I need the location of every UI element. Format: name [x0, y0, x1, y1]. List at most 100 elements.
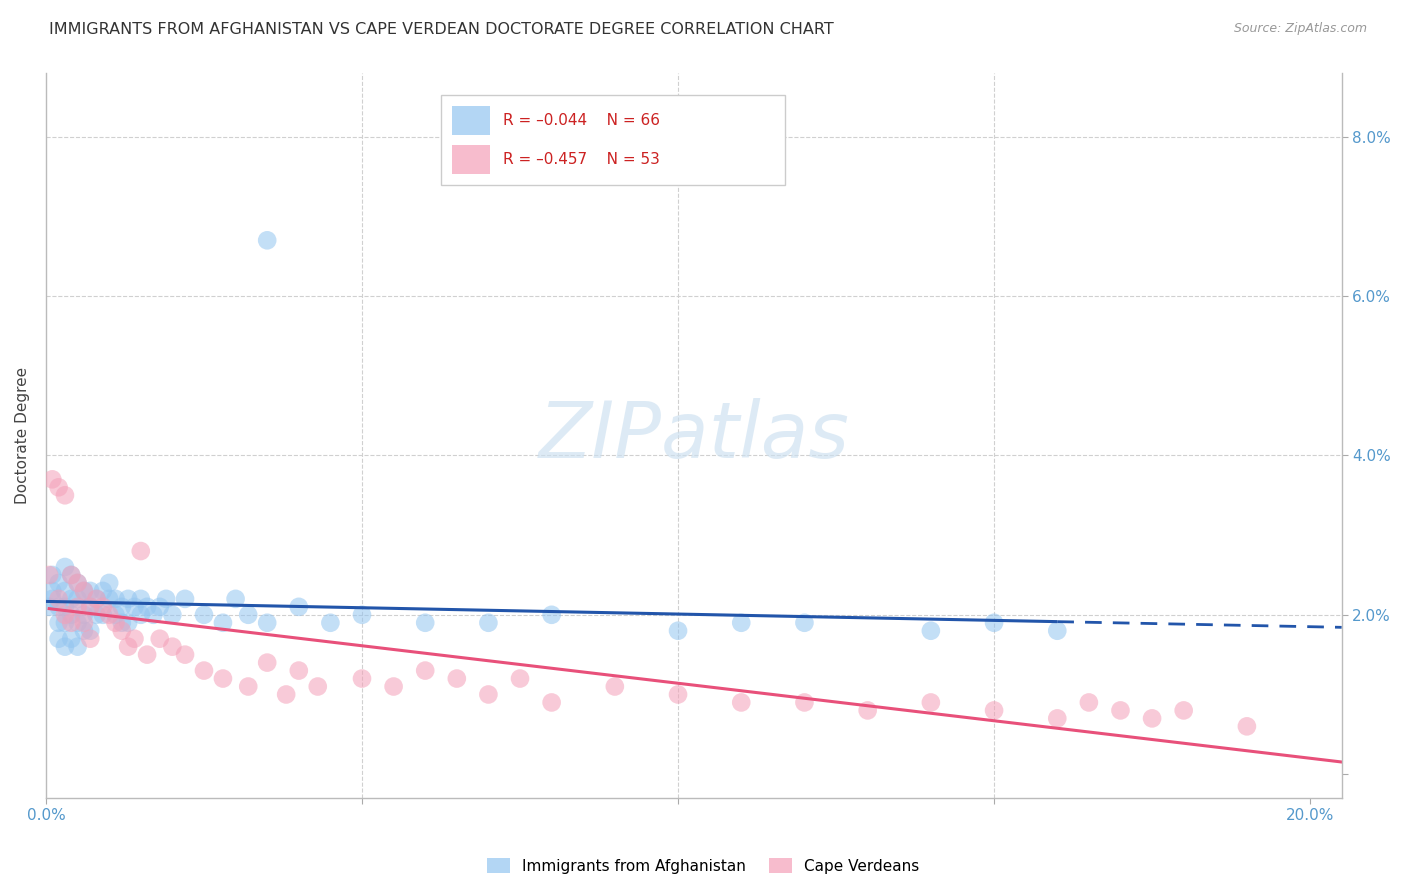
Point: [238, 607, 260, 622]
Point: [48, 480, 70, 494]
Point: [79, 599, 101, 614]
Point: [509, 672, 531, 686]
Point: [256, 656, 278, 670]
Bar: [451, 105, 491, 135]
Point: [256, 233, 278, 247]
Point: [48, 632, 70, 646]
Point: [79, 624, 101, 638]
Point: [66, 591, 89, 606]
Point: [1046, 711, 1069, 725]
Point: [73, 607, 96, 622]
Point: [225, 591, 247, 606]
Point: [413, 615, 436, 630]
Point: [1109, 703, 1132, 717]
Point: [983, 615, 1005, 630]
Point: [73, 624, 96, 638]
Point: [666, 624, 689, 638]
Text: R = –0.457    N = 53: R = –0.457 N = 53: [503, 153, 661, 168]
Point: [117, 640, 139, 654]
Point: [48, 615, 70, 630]
Point: [162, 607, 184, 622]
Point: [193, 664, 215, 678]
Point: [983, 703, 1005, 717]
Point: [162, 640, 184, 654]
Point: [212, 672, 235, 686]
Point: [276, 688, 298, 702]
Point: [60, 607, 83, 622]
Point: [477, 688, 499, 702]
Point: [73, 583, 96, 598]
Point: [136, 599, 159, 614]
Point: [79, 583, 101, 598]
Point: [98, 591, 121, 606]
Point: [53, 560, 76, 574]
Y-axis label: Doctorate Degree: Doctorate Degree: [15, 367, 30, 504]
Point: [73, 583, 96, 598]
Point: [66, 576, 89, 591]
Point: [41, 472, 63, 486]
Point: [53, 599, 76, 614]
Point: [446, 672, 468, 686]
Point: [66, 599, 89, 614]
Point: [111, 615, 134, 630]
Point: [53, 640, 76, 654]
Point: [48, 576, 70, 591]
Point: [1173, 703, 1195, 717]
Point: [91, 599, 114, 614]
Point: [117, 591, 139, 606]
Point: [155, 591, 177, 606]
Point: [48, 591, 70, 606]
Point: [98, 576, 121, 591]
Point: [174, 648, 197, 662]
Text: IMMIGRANTS FROM AFGHANISTAN VS CAPE VERDEAN DOCTORATE DEGREE CORRELATION CHART: IMMIGRANTS FROM AFGHANISTAN VS CAPE VERD…: [49, 22, 834, 37]
Point: [124, 632, 146, 646]
Point: [111, 599, 134, 614]
Point: [60, 615, 83, 630]
Point: [41, 591, 63, 606]
Point: [1236, 719, 1258, 733]
Point: [793, 695, 815, 709]
Point: [666, 688, 689, 702]
Point: [136, 648, 159, 662]
Point: [256, 615, 278, 630]
Point: [60, 568, 83, 582]
Point: [53, 583, 76, 598]
Bar: [451, 145, 491, 175]
Point: [117, 615, 139, 630]
Point: [540, 695, 562, 709]
Text: R = –0.044    N = 66: R = –0.044 N = 66: [503, 112, 661, 128]
Point: [91, 583, 114, 598]
Point: [38, 568, 60, 582]
Point: [41, 583, 63, 598]
Point: [149, 599, 172, 614]
Text: Source: ZipAtlas.com: Source: ZipAtlas.com: [1233, 22, 1367, 36]
Point: [730, 615, 752, 630]
Point: [104, 615, 127, 630]
Point: [350, 607, 373, 622]
Point: [212, 615, 235, 630]
Point: [79, 632, 101, 646]
Point: [319, 615, 342, 630]
Point: [793, 615, 815, 630]
Point: [350, 672, 373, 686]
Point: [142, 607, 165, 622]
Point: [477, 615, 499, 630]
Point: [238, 680, 260, 694]
Point: [193, 607, 215, 622]
Point: [1140, 711, 1163, 725]
Point: [73, 615, 96, 630]
Point: [288, 599, 311, 614]
Point: [1077, 695, 1099, 709]
Point: [540, 607, 562, 622]
Point: [86, 607, 108, 622]
Point: [382, 680, 405, 694]
Point: [149, 632, 172, 646]
Text: ZIPatlas: ZIPatlas: [538, 398, 849, 474]
Point: [86, 591, 108, 606]
Point: [1046, 624, 1069, 638]
Point: [66, 576, 89, 591]
Legend: Immigrants from Afghanistan, Cape Verdeans: Immigrants from Afghanistan, Cape Verdea…: [481, 852, 925, 880]
Point: [104, 591, 127, 606]
Point: [920, 695, 942, 709]
Point: [174, 591, 197, 606]
